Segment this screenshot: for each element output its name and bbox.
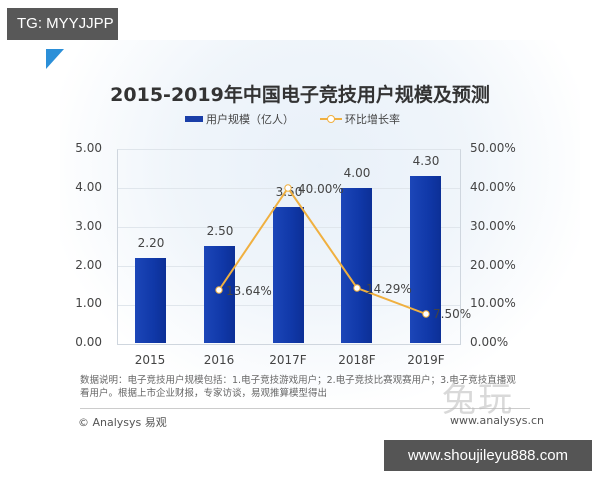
data-note: 数据说明：电子竞技用户规模包括：1.电子竞技游戏用户；2.电子竞技比赛观赛用户；… (80, 375, 516, 399)
growth-label: 13.64% (226, 284, 272, 298)
corner-triangle-icon (46, 49, 64, 69)
source-url: www.analysys.cn (450, 414, 544, 427)
source-credit: © Analysys 易观 (78, 416, 167, 429)
legend: 用户规模（亿人） 环比增长率 (185, 111, 400, 127)
y-right-tick: 50.00% (470, 141, 516, 155)
legend-line-swatch-icon (320, 114, 342, 124)
x-tick: 2016 (203, 353, 235, 367)
growth-label: 14.29% (366, 282, 412, 296)
legend-bar-label: 用户规模（亿人） (206, 113, 294, 126)
chart-title: 2015-2019年中国电子竞技用户规模及预测 (110, 84, 490, 106)
y-right-tick: 0.00% (470, 335, 509, 349)
bar-value-label: 4.30 (412, 154, 440, 168)
growth-label: 40.00% (298, 182, 344, 196)
watermark: 兔玩 (442, 380, 514, 420)
y-left-tick: 5.00 (75, 141, 102, 155)
y-right-tick: 30.00% (470, 219, 516, 233)
y-left-tick: 2.00 (75, 258, 102, 272)
y-left-tick: 0.00 (75, 335, 102, 349)
top-left-badge: TG: MYYJJPP (7, 8, 118, 40)
y-right-tick: 20.00% (470, 258, 516, 272)
bottom-right-badge: www.shoujileyu888.com (384, 440, 592, 471)
y-left-tick: 3.00 (75, 219, 102, 233)
y-left-tick: 4.00 (75, 180, 102, 194)
legend-line-label: 环比增长率 (345, 113, 400, 126)
footer-divider (80, 408, 530, 409)
y-left-tick: 1.00 (75, 296, 102, 310)
x-tick: 2018F (338, 353, 376, 367)
x-tick: 2019F (407, 353, 445, 367)
bar-2018F (341, 188, 372, 343)
legend-bar-swatch-icon (185, 116, 203, 122)
bar-2015 (135, 258, 166, 343)
bar-value-label: 2.20 (137, 236, 165, 250)
x-tick: 2015 (134, 353, 166, 367)
growth-label: 7.50% (433, 307, 472, 321)
bar-2017F (273, 207, 304, 343)
y-right-tick: 40.00% (470, 180, 516, 194)
bar-value-label: 4.00 (343, 166, 371, 180)
y-right-tick: 10.00% (470, 296, 516, 310)
x-tick: 2017F (269, 353, 307, 367)
bar-2016 (204, 246, 235, 343)
bar-value-label: 2.50 (206, 224, 234, 238)
